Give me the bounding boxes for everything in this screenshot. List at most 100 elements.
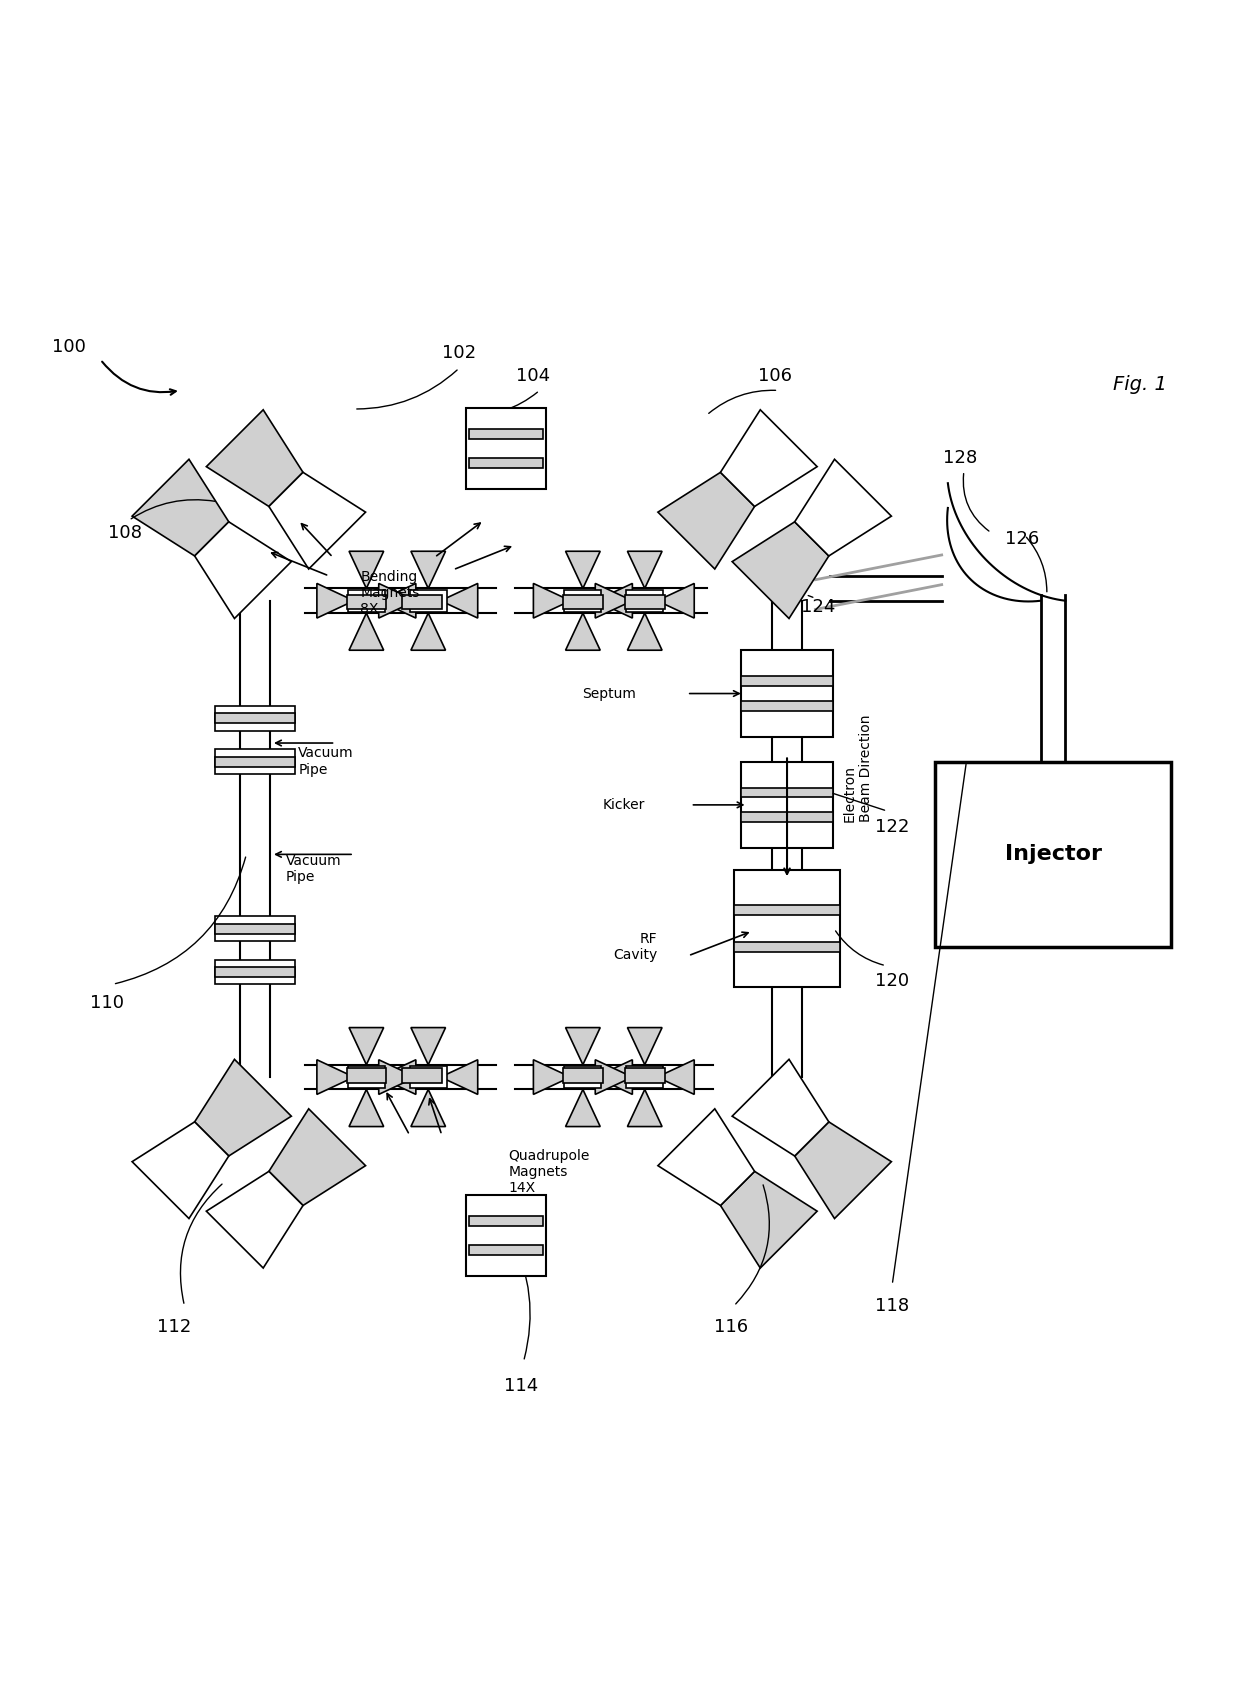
- Bar: [469, 429, 543, 438]
- Polygon shape: [378, 583, 415, 618]
- Polygon shape: [195, 1059, 291, 1155]
- Bar: [740, 650, 833, 738]
- Bar: [734, 904, 839, 914]
- Text: 108: 108: [108, 524, 143, 542]
- Polygon shape: [795, 1122, 892, 1219]
- Bar: [215, 706, 295, 731]
- Polygon shape: [658, 472, 755, 569]
- Polygon shape: [595, 583, 632, 618]
- Polygon shape: [195, 522, 291, 618]
- Text: 104: 104: [516, 367, 551, 384]
- Text: 120: 120: [875, 972, 909, 990]
- Bar: [734, 943, 839, 951]
- Text: Vacuum
Pipe: Vacuum Pipe: [299, 746, 353, 776]
- Bar: [469, 1216, 543, 1226]
- Bar: [466, 1196, 547, 1276]
- Text: Vacuum
Pipe: Vacuum Pipe: [286, 854, 341, 884]
- Bar: [625, 1068, 665, 1083]
- Polygon shape: [720, 1172, 817, 1268]
- Polygon shape: [627, 613, 662, 650]
- Polygon shape: [206, 409, 303, 507]
- Text: 112: 112: [157, 1319, 192, 1335]
- Bar: [564, 1066, 601, 1088]
- Polygon shape: [378, 1059, 415, 1095]
- Bar: [466, 408, 547, 488]
- Bar: [346, 594, 386, 610]
- Text: Electron
Beam Direction: Electron Beam Direction: [843, 714, 873, 822]
- Polygon shape: [410, 1027, 445, 1064]
- Bar: [409, 589, 446, 611]
- Polygon shape: [627, 1027, 662, 1064]
- Polygon shape: [627, 551, 662, 588]
- Bar: [469, 458, 543, 468]
- Polygon shape: [565, 551, 600, 588]
- Polygon shape: [627, 1090, 662, 1127]
- Bar: [409, 1066, 446, 1088]
- Text: Fig. 1: Fig. 1: [1112, 376, 1167, 394]
- Polygon shape: [378, 583, 415, 618]
- Polygon shape: [133, 460, 228, 556]
- Text: Bending
Magnets
8X: Bending Magnets 8X: [360, 569, 419, 616]
- Polygon shape: [348, 551, 383, 588]
- Text: 128: 128: [944, 450, 977, 468]
- Polygon shape: [269, 472, 366, 569]
- Bar: [625, 594, 665, 610]
- Text: 124: 124: [801, 598, 836, 616]
- Text: Septum: Septum: [583, 687, 636, 701]
- Bar: [347, 589, 384, 611]
- Polygon shape: [657, 583, 694, 618]
- Polygon shape: [348, 1027, 383, 1064]
- Polygon shape: [565, 1027, 600, 1064]
- Bar: [740, 761, 833, 849]
- Polygon shape: [720, 409, 817, 507]
- Polygon shape: [206, 1172, 303, 1268]
- Bar: [347, 1066, 384, 1088]
- Polygon shape: [595, 1059, 632, 1095]
- Text: Kicker: Kicker: [603, 798, 645, 812]
- Bar: [215, 960, 295, 983]
- Polygon shape: [533, 1059, 570, 1095]
- Polygon shape: [595, 1059, 632, 1095]
- Bar: [734, 871, 839, 987]
- Text: 100: 100: [52, 338, 87, 355]
- Polygon shape: [269, 1108, 366, 1206]
- Polygon shape: [658, 1108, 755, 1206]
- Polygon shape: [378, 1059, 415, 1095]
- Bar: [563, 594, 603, 610]
- Bar: [402, 1068, 441, 1083]
- Polygon shape: [317, 1059, 353, 1095]
- Bar: [740, 677, 833, 685]
- Text: 122: 122: [875, 818, 909, 837]
- Bar: [469, 1246, 543, 1255]
- Text: 126: 126: [1004, 530, 1039, 547]
- Text: 118: 118: [875, 1297, 909, 1315]
- Polygon shape: [595, 583, 632, 618]
- Text: 106: 106: [758, 367, 791, 384]
- Bar: [346, 1068, 386, 1083]
- Polygon shape: [440, 583, 477, 618]
- Bar: [740, 701, 833, 711]
- Bar: [740, 788, 833, 798]
- Polygon shape: [440, 1059, 477, 1095]
- Text: Quadrupole
Magnets
14X: Quadrupole Magnets 14X: [508, 1148, 590, 1196]
- Bar: [215, 756, 295, 766]
- Text: Injector: Injector: [1004, 844, 1101, 864]
- Polygon shape: [410, 1090, 445, 1127]
- Polygon shape: [657, 1059, 694, 1095]
- Bar: [626, 1066, 663, 1088]
- Polygon shape: [732, 522, 828, 618]
- Bar: [564, 589, 601, 611]
- Text: 116: 116: [714, 1319, 749, 1335]
- Polygon shape: [348, 1090, 383, 1127]
- Text: 114: 114: [503, 1378, 538, 1396]
- Bar: [935, 761, 1171, 946]
- Bar: [215, 967, 295, 977]
- Bar: [402, 594, 441, 610]
- Bar: [215, 916, 295, 941]
- Polygon shape: [410, 551, 445, 588]
- Bar: [740, 812, 833, 822]
- Text: 110: 110: [89, 994, 124, 1012]
- Polygon shape: [565, 1090, 600, 1127]
- Bar: [215, 714, 295, 722]
- Bar: [215, 923, 295, 933]
